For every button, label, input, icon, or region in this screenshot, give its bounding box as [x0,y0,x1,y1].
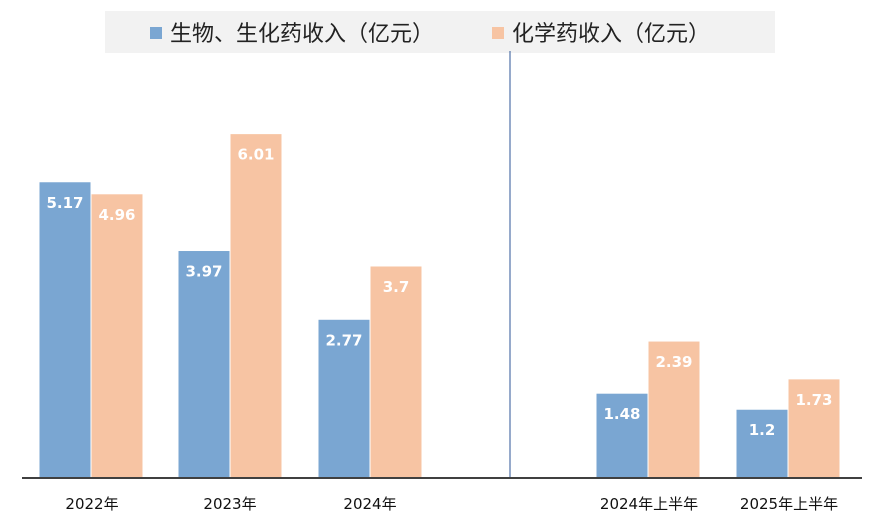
data-label-chem-0: 4.96 [98,206,135,224]
bar-chem-4 [787,378,841,479]
bar-chem-2 [369,265,423,479]
data-label-bio-4: 1.2 [749,421,776,439]
data-label-bio-1: 3.97 [185,263,222,281]
legend-background [105,11,775,53]
x-tick-label-2: 2024年 [343,495,396,513]
bar-bio-0 [38,181,92,479]
bar-chem-3 [647,340,701,479]
x-tick-label-3: 2024年上半年 [600,495,698,513]
data-label-chem-1: 6.01 [237,146,274,164]
data-label-chem-3: 2.39 [655,353,692,371]
legend-label-chem: 化学药收入（亿元） [512,22,710,47]
legend-swatch-chem [492,27,504,39]
data-label-bio-3: 1.48 [603,405,640,423]
legend-label-bio: 生物、生化药收入（亿元） [170,22,434,47]
bar-chem-0 [90,193,144,479]
x-tick-label-4: 2025年上半年 [740,495,838,513]
legend: 生物、生化药收入（亿元） 化学药收入（亿元） [105,11,775,53]
legend-swatch-bio [150,27,162,39]
bar-chem-1 [229,133,283,479]
data-label-chem-4: 1.73 [795,391,832,409]
data-label-chem-2: 3.7 [383,278,410,296]
x-tick-label-1: 2023年 [203,495,256,513]
x-axis-ticks: 2022年 2023年 2024年 2024年上半年 2025年上半年 [65,495,838,513]
data-label-bio-0: 5.17 [46,194,83,212]
bar-bio-1 [177,250,231,479]
bar-bio-2 [317,318,371,479]
data-label-bio-2: 2.77 [325,331,362,349]
bar-bio-4 [735,408,789,479]
x-tick-label-0: 2022年 [65,495,118,513]
bars-layer [38,133,841,479]
data-labels-layer: 5.17 4.96 3.97 6.01 2.77 3.7 1.48 2.39 1.2 1.73 [46,146,832,440]
